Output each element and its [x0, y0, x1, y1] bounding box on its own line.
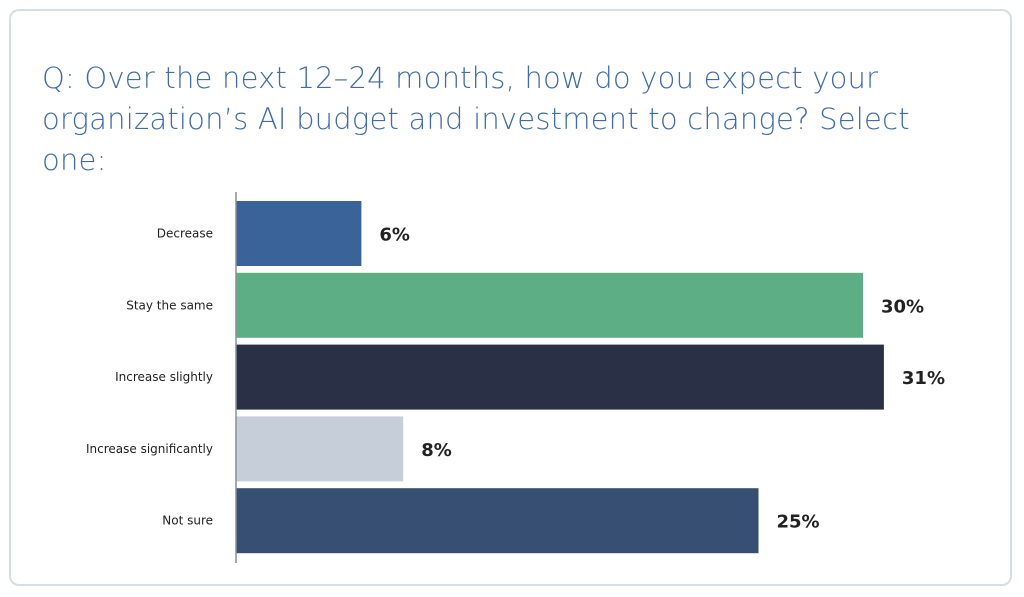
category-label: Increase slightly [115, 370, 213, 384]
bar [236, 201, 362, 266]
data-label: 31% [902, 368, 945, 389]
bar [236, 344, 884, 410]
category-label: Decrease [157, 227, 213, 241]
data-label: 30% [881, 296, 924, 317]
category-label: Not sure [162, 514, 213, 528]
bar [236, 272, 863, 338]
chart-title: Q: Over the next 12–24 months, how do yo… [42, 61, 910, 177]
category-label: Increase significantly [86, 442, 213, 456]
data-label: 6% [379, 225, 410, 246]
category-label: Stay the same [126, 298, 213, 312]
data-label: 8% [421, 440, 452, 461]
bar [236, 488, 759, 554]
data-label: 25% [777, 512, 820, 533]
bar [236, 416, 404, 482]
